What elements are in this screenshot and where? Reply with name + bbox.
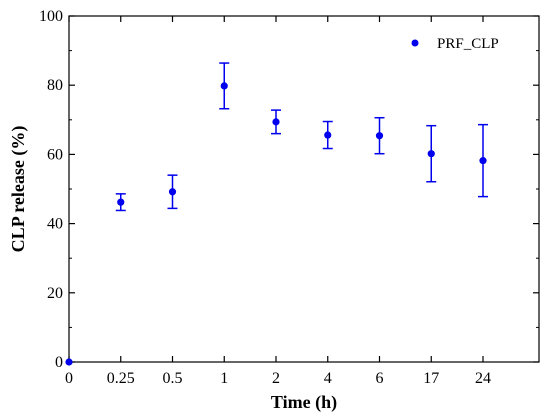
data-point: [479, 157, 487, 165]
data-point: [65, 358, 73, 366]
data-point: [324, 131, 332, 139]
y-tick-label: 60: [47, 146, 63, 163]
x-tick-label: 0.25: [107, 370, 135, 387]
y-axis-title: CLP release (%): [8, 126, 29, 253]
x-tick-label: 4: [324, 370, 332, 387]
legend-marker: [411, 39, 419, 47]
x-tick-label: 2: [272, 370, 280, 387]
y-tick-label: 40: [47, 216, 63, 233]
x-axis-ticks: 0 0.25 0.5 1 2 4 6 17 24: [65, 16, 491, 387]
plot-frame: [68, 15, 540, 363]
y-tick-label: 20: [47, 285, 63, 302]
y-tick-label: 100: [39, 8, 63, 25]
x-tick-label: 1: [220, 370, 228, 387]
data-point: [220, 82, 228, 90]
x-tick-label: 0.5: [163, 370, 183, 387]
data-point: [427, 150, 435, 158]
data-point: [117, 198, 125, 206]
y-tick-label: 80: [47, 77, 63, 94]
x-tick-label: 6: [376, 370, 384, 387]
y-tick-label: 0: [55, 354, 63, 371]
x-tick-label: 0: [65, 370, 73, 387]
legend-label: PRF_CLP: [437, 36, 499, 52]
data-point: [168, 188, 177, 196]
x-tick-label: 24: [475, 370, 491, 387]
legend: PRF_CLP: [411, 36, 499, 52]
data-series: [65, 62, 488, 366]
y-axis-ticks: 0 20 40 60 80 100: [39, 8, 539, 371]
x-axis-title: Time (h): [271, 392, 337, 413]
data-point: [272, 118, 280, 126]
data-point: [375, 132, 384, 140]
x-tick-label: 17: [423, 370, 439, 387]
